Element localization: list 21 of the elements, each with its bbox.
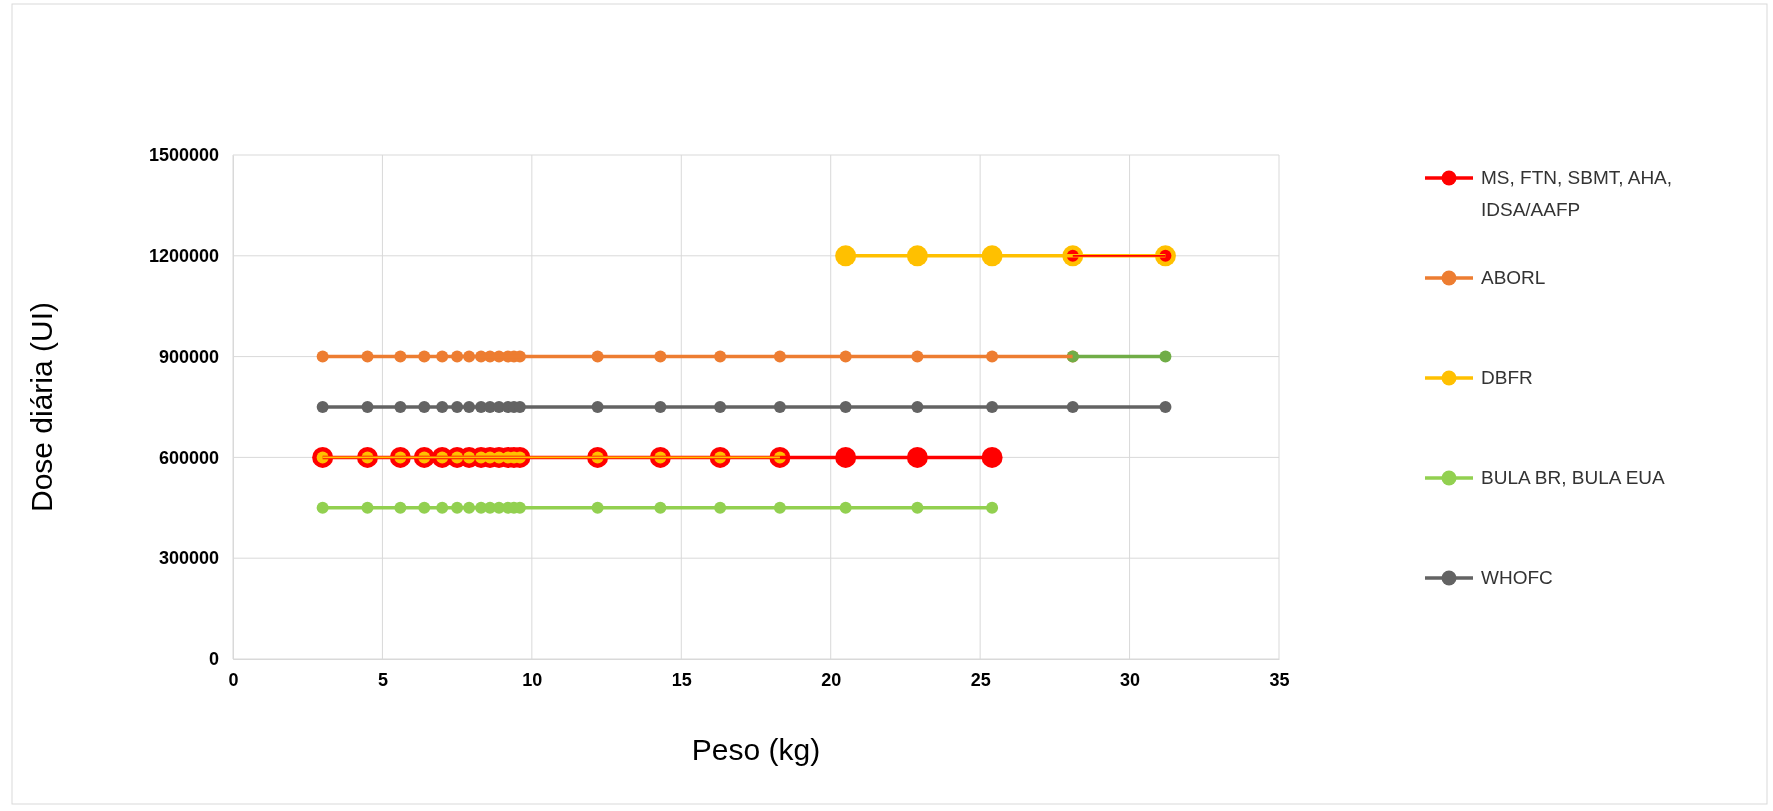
x-tick-label: 25 — [970, 669, 991, 690]
legend-label: MS, FTN, SBMT, AHA, IDSA/AAFP — [1481, 167, 1673, 220]
x-tick-label: 35 — [1269, 669, 1290, 690]
x-tick-label: 5 — [377, 669, 388, 690]
x-axis-title: Peso (kg) — [691, 733, 821, 766]
y-tick-label: 1500000 — [148, 145, 219, 166]
y-tick-label: 600000 — [158, 447, 219, 468]
x-tick-label: 10 — [522, 669, 543, 690]
y-axis-title: Dose diária (UI) — [25, 301, 58, 513]
x-tick-label: 20 — [821, 669, 842, 690]
x-tick-label: 0 — [228, 669, 239, 690]
legend-label: BULA BR, BULA EUA — [1481, 467, 1666, 488]
legend-label: ABORL — [1481, 267, 1546, 288]
legend-label: DBFR — [1481, 367, 1533, 388]
y-tick-label: 300000 — [158, 548, 219, 569]
x-tick-label: 15 — [671, 669, 692, 690]
y-tick-label: 1200000 — [148, 246, 219, 267]
y-tick-label: 900000 — [158, 346, 219, 367]
y-tick-label: 0 — [208, 649, 219, 670]
x-tick-label: 30 — [1120, 669, 1141, 690]
legend-label: WHOFC — [1481, 567, 1553, 588]
